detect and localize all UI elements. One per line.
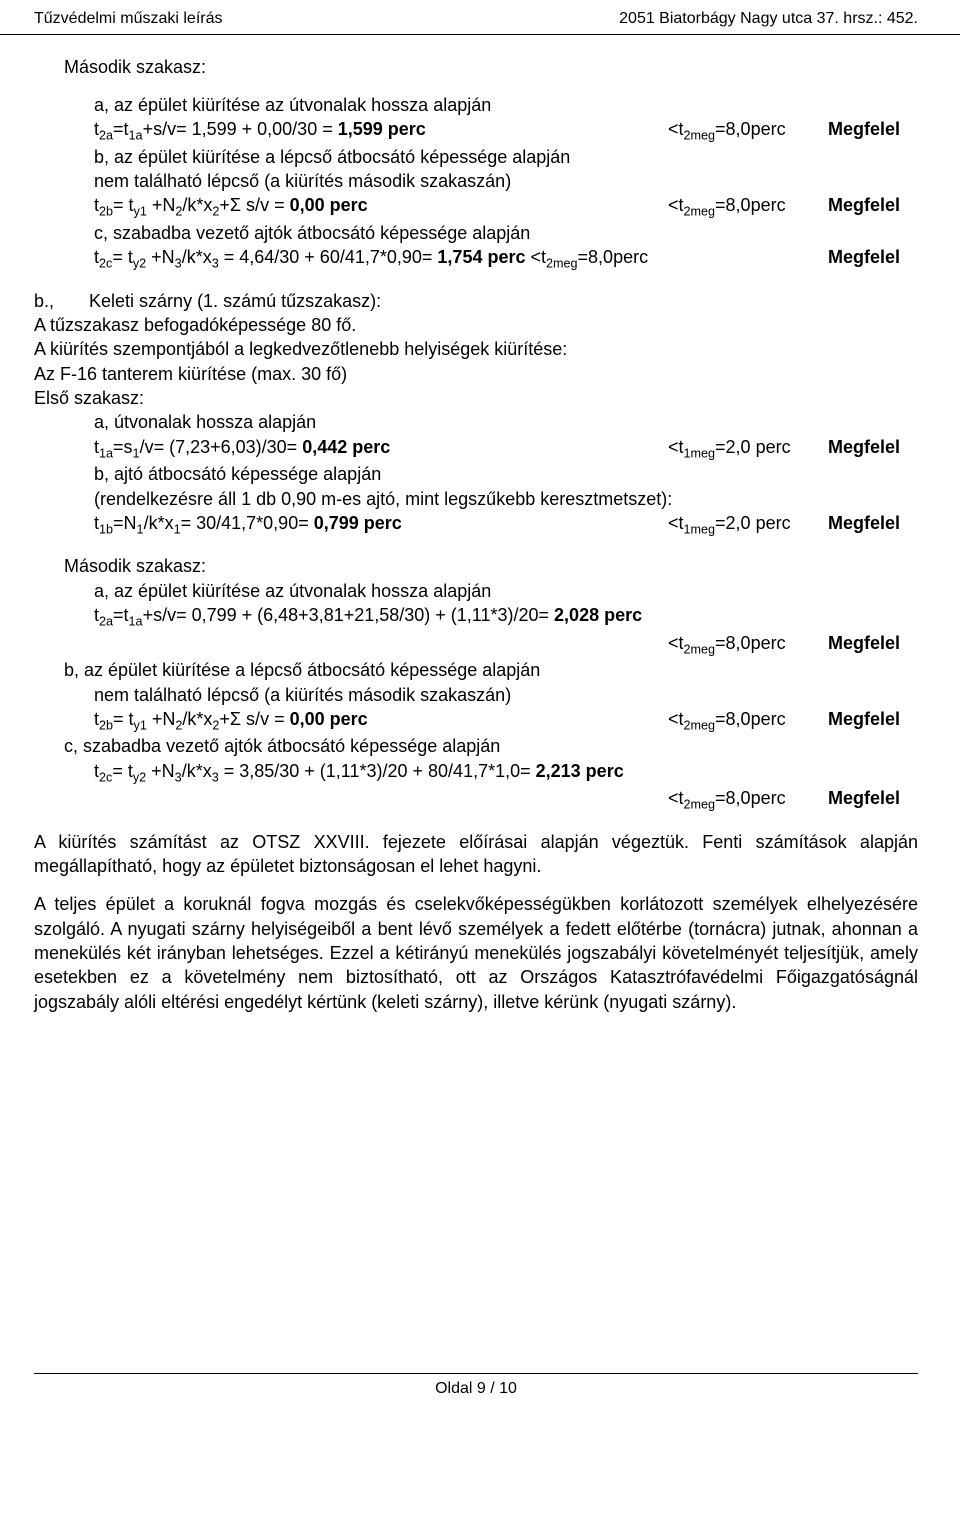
result-label: Megfelel [828,245,918,269]
sec3-title: Második szakasz: [34,554,918,578]
page-number: Oldal 9 / 10 [435,1380,517,1397]
sec3-b-calc: t2b= ty1 +N2/k*x2+Σ s/v = 0,00 perc <t2m… [34,707,918,735]
sec3-a: a, az épület kiürítése az útvonalak hoss… [34,579,918,603]
sec1-b2-line: nem található lépcső (a kiürítés második… [34,169,918,193]
result-label: Megfelel [828,193,918,217]
sec1-c-calc: t2c= ty2 +N3/k*x3 = 4,64/30 + 60/41,7*0,… [34,245,918,273]
result-label: Megfelel [828,435,918,459]
sec2-l4: Az F-16 tanterem kiürítése (max. 30 fő) [34,362,918,386]
sec2-a: a, útvonalak hossza alapján [34,410,918,434]
sec1-a-line: a, az épület kiürítése az útvonalak hoss… [34,93,918,117]
sec3-c-calc-line: t2c= ty2 +N3/k*x3 = 3,85/30 + (1,11*3)/2… [34,759,918,787]
sec2-b-calc: t1b=N1/k*x1= 30/41,7*0,90= 0,799 perc <t… [34,511,918,539]
header-right: 2051 Biatorbágy Nagy utca 37. hrsz.: 452… [619,8,918,30]
sec3-b2: nem található lépcső (a kiürítés második… [34,683,918,707]
sec2-l3: A kiürítés szempontjából a legkedvezőtle… [34,337,918,361]
sec2-l2: A tűzszakasz befogadóképessége 80 fő. [34,313,918,337]
result-label: Megfelel [828,786,918,810]
sec2-b: b, ajtó átbocsátó képessége alapján [34,462,918,486]
result-label: Megfelel [828,117,918,141]
result-label: Megfelel [828,707,918,731]
sec3-b: b, az épület kiürítése a lépcső átbocsát… [34,658,918,682]
sec2-l1: b., Keleti szárny (1. számú tűzszakasz): [34,289,918,313]
paragraph-2: A teljes épület a koruknál fogva mozgás … [34,892,918,1013]
sec1-b-line: b, az épület kiürítése a lépcső átbocsát… [34,145,918,169]
header-left: Tűzvédelmi műszaki leírás [34,8,223,30]
paragraph-1: A kiürítés számítást az OTSZ XXVIII. fej… [34,830,918,879]
sec3-a-cmp: <t2meg=8,0perc Megfelel [34,631,918,659]
sec3-a-calc-line: t2a=t1a+s/v= 0,799 + (6,48+3,81+21,58/30… [34,603,918,631]
page-footer: Oldal 9 / 10 [34,1373,918,1400]
sec1-a-calc: t2a=t1a+s/v= 1,599 + 0,00/30 = 1,599 per… [34,117,918,145]
sec2-b2: (rendelkezésre áll 1 db 0,90 m-es ajtó, … [34,487,918,511]
result-label: Megfelel [828,631,918,655]
sec1-b-calc: t2b= ty1 +N2/k*x2+Σ s/v = 0,00 perc <t2m… [34,193,918,221]
document-body: Második szakasz: a, az épület kiürítése … [0,35,960,1014]
sec1-title: Második szakasz: [34,55,918,79]
sec2-a-calc: t1a=s1/v= (7,23+6,03)/30= 0,442 perc <t1… [34,435,918,463]
sec3-c-cmp: <t2meg=8,0perc Megfelel [34,786,918,814]
page-header: Tűzvédelmi műszaki leírás 2051 Biatorbág… [0,0,960,35]
sec3-c: c, szabadba vezető ajtók átbocsátó képes… [34,734,918,758]
sec2-l5: Első szakasz: [34,386,918,410]
sec1-c-line: c, szabadba vezető ajtók átbocsátó képes… [34,221,918,245]
result-label: Megfelel [828,511,918,535]
